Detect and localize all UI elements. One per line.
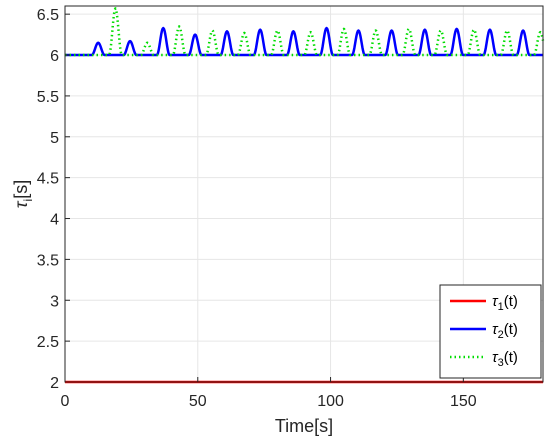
y-tick-label: 6.5 [37, 7, 59, 24]
y-axis-label-base: τ [11, 200, 31, 208]
y-tick-label: 5.5 [37, 89, 59, 106]
y-axis-label-rest: [s] [11, 180, 31, 199]
legend-label-tau3: τ3(t) [492, 349, 518, 369]
legend-label-tau1: τ1(t) [492, 293, 518, 313]
x-tick-label: 50 [189, 393, 207, 410]
y-tick-label: 3 [50, 293, 59, 310]
plot-frame [64, 5, 544, 383]
y-tick-label: 4 [50, 212, 59, 229]
x-tick-label: 100 [317, 393, 344, 410]
y-tick-labels: 2 2.5 3 3.5 4 4.5 5 5.5 6 6.5 [37, 7, 59, 392]
legend: τ1(t) τ2(t) τ3(t) [439, 284, 542, 379]
y-tick-label: 6 [50, 48, 59, 65]
y-tick-label: 5 [50, 130, 59, 147]
legend-label-tau2: τ2(t) [492, 321, 518, 341]
legend-box [439, 284, 542, 379]
y-tick-label: 3.5 [37, 252, 59, 269]
y-axis-label-sub: i [21, 199, 35, 202]
grid [64, 6, 543, 383]
series-line-tau2 [64, 26, 544, 57]
y-tick-label: 2 [50, 375, 59, 392]
x-tick-label: 150 [450, 393, 477, 410]
x-tick-label: 0 [61, 393, 70, 410]
ticks [64, 13, 464, 383]
x-tick-labels: 0 50 100 150 [61, 393, 477, 410]
y-axis-label: τi[s] [11, 180, 35, 208]
y-tick-label: 2.5 [37, 334, 59, 351]
x-axis-label: Time[s] [275, 416, 333, 436]
y-tick-label: 4.5 [37, 171, 59, 188]
